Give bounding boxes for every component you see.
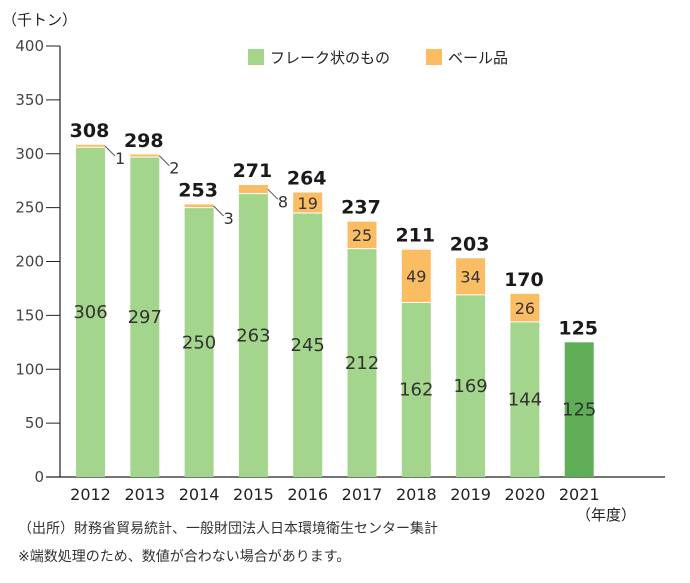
legend-swatch-bale (426, 49, 442, 65)
bar-flake-2017 (347, 248, 377, 477)
bar-flake-2019 (456, 294, 486, 477)
data-label-flake-2019: 169 (453, 376, 487, 397)
bar-bale-2017 (347, 221, 377, 249)
data-label-flake-2021: 125 (562, 400, 596, 421)
x-tick-label-2017: 2017 (342, 485, 383, 504)
bar-bale-2019 (456, 258, 486, 295)
x-tick-label-2016: 2016 (287, 485, 328, 504)
total-label-2012: 308 (70, 120, 110, 142)
legend-item-bale: ベール品 (426, 47, 508, 67)
bar-flake-2020 (510, 321, 540, 477)
x-tick-label-2015: 2015 (233, 485, 274, 504)
data-label-bale-2015: 8 (278, 192, 288, 211)
y-tick-label-400: 400 (15, 37, 44, 55)
bar-bale-2016 (293, 192, 323, 214)
bar-bale-2012 (76, 144, 105, 148)
x-axis-year-label: （年度） (576, 506, 636, 524)
legend-label-bale: ベール品 (448, 48, 509, 67)
data-label-flake-2015: 263 (236, 325, 270, 346)
y-tick-label-300: 300 (15, 145, 44, 163)
y-tick-label-100: 100 (15, 360, 44, 378)
leader-line-2014 (213, 205, 224, 217)
rounding-note: ※端数処理のため、数値が合わない場合があります。 (18, 549, 351, 565)
y-tick-label-250: 250 (15, 199, 44, 217)
total-label-2013: 298 (124, 130, 164, 152)
data-label-flake-2017: 212 (345, 353, 379, 374)
x-tick-label-2012: 2012 (70, 485, 111, 504)
x-tick-label-2019: 2019 (450, 485, 491, 504)
total-label-2014: 253 (178, 179, 218, 201)
data-label-flake-2012: 306 (73, 302, 107, 323)
total-label-2016: 264 (287, 168, 327, 190)
x-tick-label-2020: 2020 (505, 485, 546, 504)
data-label-flake-2013: 297 (128, 307, 162, 328)
bar-flake-2015 (238, 193, 268, 477)
total-label-2015: 271 (233, 160, 273, 182)
total-label-2020: 170 (504, 269, 544, 291)
data-label-bale-2020: 26 (515, 299, 535, 318)
y-tick-label-350: 350 (15, 91, 44, 109)
y-tick-label-200: 200 (15, 253, 44, 271)
data-label-bale-2013: 2 (169, 159, 179, 178)
leader-line-2015 (267, 188, 279, 200)
data-label-flake-2016: 245 (291, 335, 325, 356)
data-label-bale-2012: 1 (115, 149, 125, 168)
bar-flake-2018 (401, 302, 431, 477)
bar-bale-2015 (238, 184, 268, 194)
data-label-bale-2017: 25 (352, 226, 372, 245)
bar-flake-2012 (76, 147, 105, 477)
bar-bale-2018 (401, 249, 431, 303)
legend-label-flake: フレーク状のもの (270, 48, 391, 67)
bar-bale-2020 (510, 293, 540, 322)
y-tick-label-50: 50 (25, 414, 44, 432)
bar-bale-2014 (184, 204, 214, 208)
data-label-bale-2014: 3 (224, 209, 234, 228)
bar-flake-2013 (130, 156, 160, 478)
legend-item-flake: フレーク状のもの (248, 47, 390, 67)
x-tick-label-2021: 2021 (559, 485, 600, 504)
leader-line-2012 (104, 145, 116, 157)
y-tick-label-0: 0 (34, 468, 44, 486)
data-label-flake-2018: 162 (399, 380, 433, 401)
data-label-bale-2018: 49 (406, 267, 426, 286)
total-label-2017: 237 (341, 197, 381, 219)
bar-flake-2016 (293, 213, 323, 477)
total-label-2018: 211 (395, 225, 435, 247)
x-tick-label-2018: 2018 (396, 485, 437, 504)
x-tick-label-2014: 2014 (179, 485, 220, 504)
bar-flake-2021 (564, 342, 594, 477)
unit-label: （千トン） (2, 11, 77, 29)
bar-flake-2014 (184, 207, 214, 477)
leader-line-2013 (158, 155, 170, 167)
total-label-2021: 125 (558, 317, 598, 339)
data-label-bale-2019: 34 (460, 268, 480, 287)
total-label-2019: 203 (450, 233, 490, 255)
bar-bale-2013 (130, 154, 160, 157)
y-tick-label-150: 150 (15, 306, 44, 324)
x-tick-label-2013: 2013 (124, 485, 165, 504)
data-label-flake-2014: 250 (182, 332, 216, 353)
source-note: （出所）財務省貿易統計、一般財団法人日本環境衛生センター集計 (18, 521, 438, 537)
legend-swatch-flake (248, 49, 264, 65)
data-label-bale-2016: 19 (298, 194, 318, 213)
data-label-flake-2020: 144 (508, 389, 542, 410)
